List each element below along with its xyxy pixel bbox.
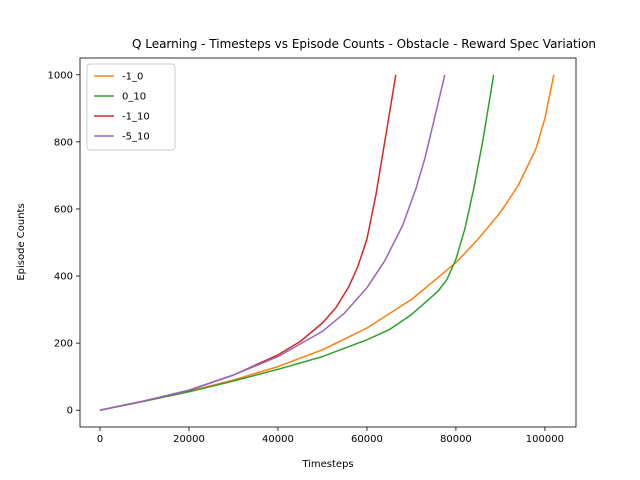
plot-area xyxy=(79,57,577,428)
x-tick-label: 40000 xyxy=(262,434,294,445)
x-tick-label: 80000 xyxy=(440,434,472,445)
y-tick-label: 400 xyxy=(54,272,73,283)
y-tick-label: 200 xyxy=(54,339,73,350)
chart-title: Q Learning - Timesteps vs Episode Counts… xyxy=(132,37,596,51)
y-tick-label: 0 xyxy=(67,406,73,417)
legend-label: -1_10 xyxy=(122,112,150,123)
series-line--5_10 xyxy=(99,74,446,411)
x-tick-label: 100000 xyxy=(526,434,564,445)
legend-label: 0_10 xyxy=(122,92,146,103)
x-tick-label: 20000 xyxy=(173,434,205,445)
x-axis-label: Timesteps xyxy=(301,459,353,470)
series-line-0_10 xyxy=(99,74,495,411)
y-tick-label: 1000 xyxy=(48,70,73,81)
legend-label: -1_0 xyxy=(122,72,143,83)
legend-label: -5_10 xyxy=(122,132,150,143)
legend-box xyxy=(86,63,176,151)
x-axis: 0 20000 40000 60000 80000 100000 xyxy=(97,427,564,445)
y-tick-label: 600 xyxy=(54,204,73,215)
y-axis: 0 200 400 600 800 1000 xyxy=(48,70,80,417)
x-tick-label: 60000 xyxy=(351,434,383,445)
legend: -1_0 0_10 -1_10 -5_10 xyxy=(86,63,176,151)
series-layer xyxy=(99,74,555,411)
y-tick-label: 800 xyxy=(54,137,73,148)
x-tick-label: 0 xyxy=(97,434,103,445)
y-axis-label: Episode Counts xyxy=(16,203,27,280)
